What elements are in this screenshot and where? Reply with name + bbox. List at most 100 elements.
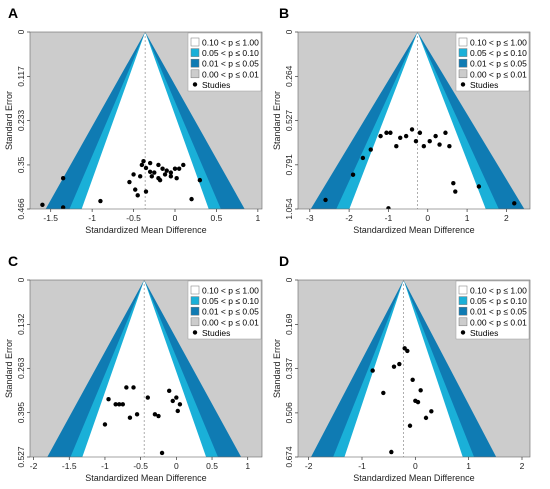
study-point (124, 385, 129, 390)
legend-dot-icon (192, 330, 198, 335)
study-point (113, 402, 118, 407)
study-point (323, 197, 328, 203)
x-tick-label: -2 (30, 461, 38, 471)
legend: 0.10 < p ≤ 1.000.05 < p ≤ 0.100.01 < p ≤… (455, 32, 530, 92)
legend-swatch (458, 296, 468, 305)
legend-dot-icon (192, 82, 198, 87)
study-point (350, 172, 356, 177)
legend-label: 0.10 < p ≤ 1.00 (470, 286, 527, 296)
y-tick-label: 0.527 (16, 446, 26, 468)
y-tick-label: 0 (284, 29, 294, 34)
study-point (170, 398, 175, 404)
x-tick-label: 1 (245, 461, 250, 471)
x-axis-label: Standardized Mean Difference (353, 225, 474, 235)
study-point (168, 174, 174, 179)
study-point (407, 423, 413, 428)
legend-dot-icon (460, 82, 466, 87)
y-axis-label: Standard Error (4, 339, 14, 398)
study-point (134, 412, 140, 417)
legend-label: 0.00 < p ≤ 0.01 (202, 317, 259, 327)
study-point (157, 177, 163, 183)
x-tick-label: 1 (465, 213, 470, 223)
study-point (429, 409, 434, 414)
legend-label: Studies (202, 80, 230, 90)
study-point (127, 179, 132, 185)
legend-label: 0.05 < p ≤ 0.10 (202, 48, 259, 58)
study-point (512, 201, 517, 206)
y-tick-label: 0.395 (16, 402, 26, 424)
legend-swatch (458, 69, 468, 79)
study-point (403, 133, 409, 139)
panel-letter: A (8, 5, 18, 21)
study-point (176, 166, 182, 171)
study-point (386, 206, 391, 209)
study-point (447, 143, 452, 149)
study-point (189, 196, 194, 202)
study-point (398, 135, 403, 140)
study-point (417, 130, 423, 135)
study-point (135, 193, 140, 198)
study-point (413, 138, 419, 144)
study-point (389, 449, 394, 455)
study-point (423, 415, 429, 421)
study-point (147, 169, 153, 174)
legend-swatch (190, 317, 200, 327)
study-point (139, 162, 145, 168)
legend-label: 0.00 < p ≤ 0.01 (202, 69, 259, 79)
legend-label: 0.05 < p ≤ 0.10 (470, 296, 527, 306)
study-point (405, 348, 410, 354)
study-point (378, 133, 383, 139)
study-point (181, 162, 186, 168)
study-point (174, 395, 179, 400)
y-tick-label: 0.132 (16, 313, 26, 335)
x-tick-label: 0.5 (206, 461, 218, 471)
study-point (145, 395, 150, 400)
x-tick-label: 1 (466, 461, 471, 471)
y-tick-label: 0 (284, 277, 294, 282)
study-point (418, 388, 423, 393)
x-tick-label: 1 (255, 213, 260, 223)
legend-label: 0.10 < p ≤ 1.00 (470, 38, 527, 48)
x-axis-label: Standardized Mean Difference (353, 473, 474, 483)
study-point (147, 160, 153, 166)
x-tick-label: 0.5 (211, 213, 223, 223)
legend-label: 0.05 < p ≤ 0.10 (470, 48, 527, 58)
x-tick-label: -1 (101, 461, 109, 471)
legend-swatch (458, 285, 468, 295)
legend-box (187, 280, 262, 340)
study-point (143, 189, 149, 194)
legend-swatch (190, 37, 200, 47)
legend-swatch (458, 306, 468, 316)
y-tick-label: 0.263 (16, 357, 26, 379)
study-point (102, 422, 108, 427)
study-point (164, 168, 169, 173)
study-point (409, 127, 415, 132)
study-point (60, 176, 66, 181)
y-axis-label: Standard Error (4, 91, 14, 150)
study-point (156, 162, 161, 168)
study-point (433, 133, 438, 139)
x-tick-label: -1.5 (62, 461, 77, 471)
study-point (391, 364, 397, 369)
study-point (152, 412, 158, 417)
legend-label: 0.00 < p ≤ 0.01 (470, 317, 527, 327)
x-tick-label: -3 (306, 213, 314, 223)
panel-letter: C (8, 253, 18, 269)
study-point (360, 155, 366, 161)
study-point (127, 415, 133, 420)
study-point (120, 402, 126, 407)
x-tick-label: 0 (173, 213, 178, 223)
study-point (159, 450, 165, 456)
legend: 0.10 < p ≤ 1.000.05 < p ≤ 0.100.01 < p ≤… (187, 280, 262, 340)
x-axis-label: Standardized Mean Difference (85, 473, 206, 483)
legend: 0.10 < p ≤ 1.000.05 < p ≤ 0.100.01 < p ≤… (187, 32, 262, 92)
x-tick-label: 0 (174, 461, 179, 471)
study-point (415, 399, 421, 405)
study-point (174, 176, 179, 181)
y-tick-label: 0.117 (16, 66, 26, 87)
x-axis-label: Standardized Mean Difference (85, 225, 206, 235)
study-point (437, 142, 442, 147)
y-axis-label: Standard Error (272, 91, 282, 150)
legend-label: 0.05 < p ≤ 0.10 (202, 296, 259, 306)
